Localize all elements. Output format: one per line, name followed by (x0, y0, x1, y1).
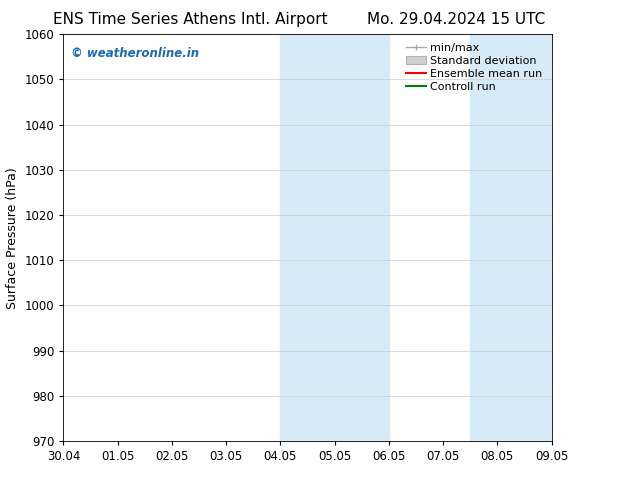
Text: Mo. 29.04.2024 15 UTC: Mo. 29.04.2024 15 UTC (367, 12, 546, 27)
Y-axis label: Surface Pressure (hPa): Surface Pressure (hPa) (6, 167, 19, 309)
Bar (280, 34, 389, 441)
Bar (470, 34, 552, 441)
Text: ENS Time Series Athens Intl. Airport: ENS Time Series Athens Intl. Airport (53, 12, 328, 27)
Legend: min/max, Standard deviation, Ensemble mean run, Controll run: min/max, Standard deviation, Ensemble me… (403, 40, 546, 95)
Text: © weatheronline.in: © weatheronline.in (71, 47, 199, 59)
